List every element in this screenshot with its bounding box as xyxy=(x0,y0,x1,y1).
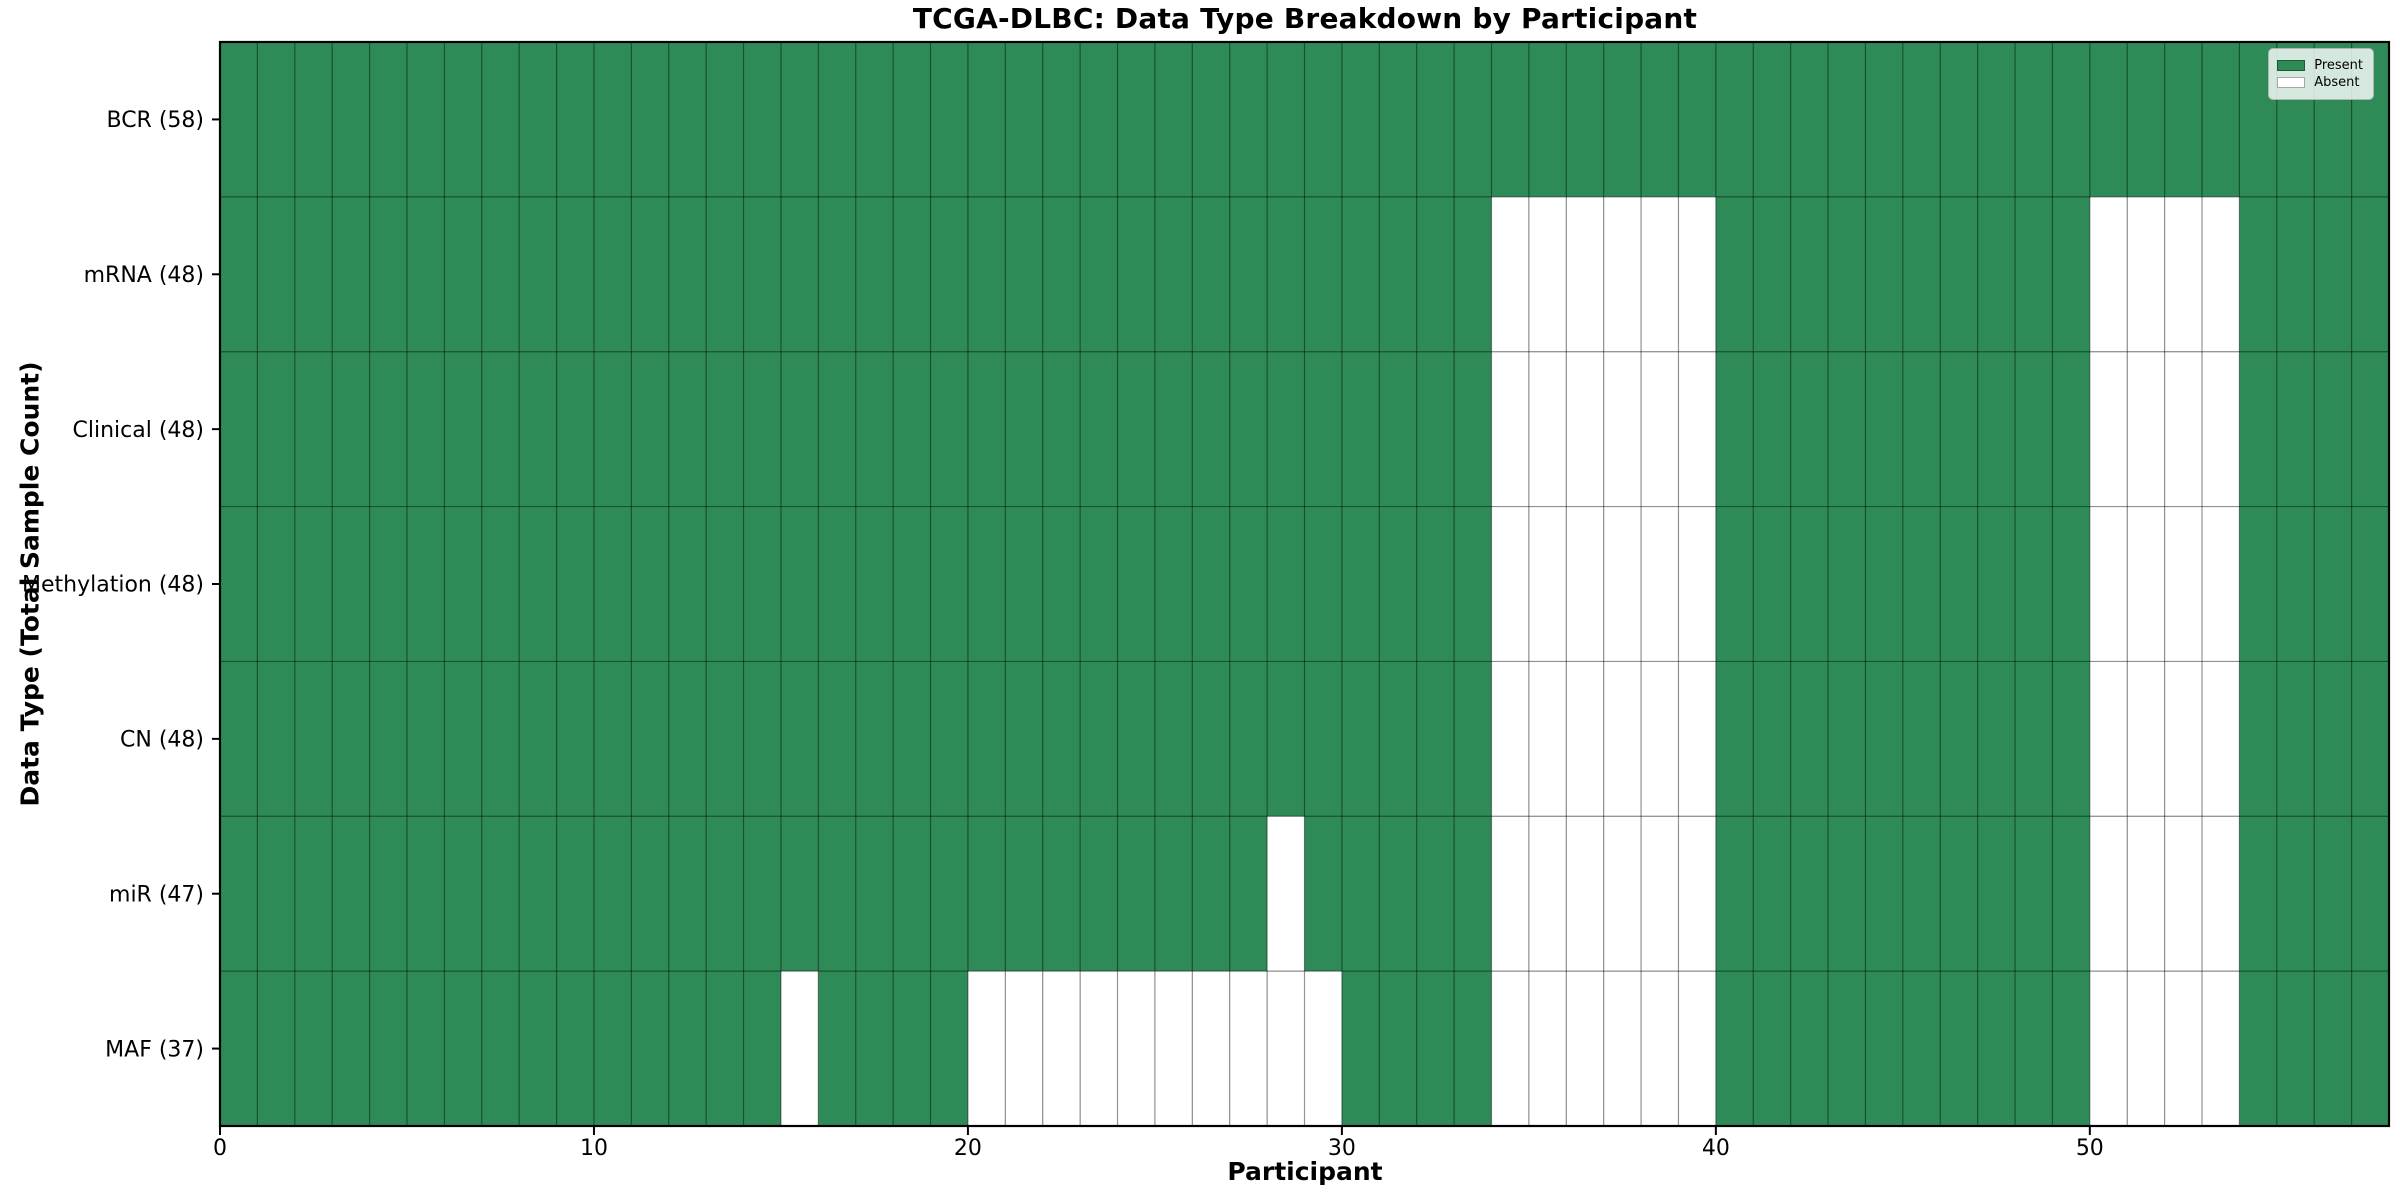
absent-cell-MAF-23 xyxy=(1080,971,1118,1126)
absent-cell-MAF-39 xyxy=(1678,971,1716,1126)
absent-cell-MAF-37 xyxy=(1603,971,1642,1126)
x-tick-label: 0 xyxy=(213,1136,227,1161)
absent-cell-miR-52 xyxy=(2164,816,2203,972)
legend-item-present: Present xyxy=(2277,59,2363,72)
chart-title: TCGA-DLBC: Data Type Breakdown by Partic… xyxy=(912,2,1698,35)
absent-cell-CN-51 xyxy=(2127,661,2165,817)
absent-cell-Methylation-37 xyxy=(1603,506,1642,662)
absent-cell-CN-52 xyxy=(2164,661,2203,817)
absent-cell-Methylation-52 xyxy=(2164,506,2203,662)
x-tick-label: 50 xyxy=(2076,1136,2104,1161)
y-tick-label-CN: CN (48) xyxy=(120,728,204,753)
absent-cell-MAF-52 xyxy=(2164,971,2203,1126)
absent-cell-Methylation-39 xyxy=(1678,506,1716,662)
absent-cell-mRNA-34 xyxy=(1491,196,1529,352)
absent-cell-MAF-22 xyxy=(1042,971,1081,1126)
absent-cell-Clinical-39 xyxy=(1678,351,1716,507)
legend-item-absent: Absent xyxy=(2277,76,2363,89)
x-axis-label: Participant xyxy=(1227,1157,1383,1186)
absent-cell-MAF-25 xyxy=(1154,971,1193,1126)
absent-cell-MAF-24 xyxy=(1117,971,1155,1126)
absent-cell-miR-36 xyxy=(1566,816,1604,972)
absent-cell-mRNA-53 xyxy=(2202,196,2240,352)
absent-cell-mRNA-37 xyxy=(1603,196,1642,352)
absent-cell-mRNA-39 xyxy=(1678,196,1716,352)
absent-cell-MAF-28 xyxy=(1267,971,1305,1126)
absent-cell-CN-37 xyxy=(1603,661,1642,817)
absent-cell-MAF-34 xyxy=(1491,971,1529,1126)
legend-swatch-absent xyxy=(2277,77,2306,88)
legend-swatch-present xyxy=(2277,60,2306,71)
absent-cell-CN-50 xyxy=(2089,661,2128,817)
absent-cell-Clinical-37 xyxy=(1603,351,1642,507)
absent-cell-Methylation-36 xyxy=(1566,506,1604,662)
x-tick-label: 30 xyxy=(1328,1136,1356,1161)
y-tick-label-MAF: MAF (37) xyxy=(105,1037,204,1062)
absent-cell-Clinical-36 xyxy=(1566,351,1604,507)
absent-cell-Methylation-50 xyxy=(2089,506,2128,662)
absent-cell-Clinical-35 xyxy=(1528,351,1567,507)
y-tick-label-BCR: BCR (58) xyxy=(106,108,204,133)
absent-cell-CN-35 xyxy=(1528,661,1567,817)
absent-cell-miR-39 xyxy=(1678,816,1716,972)
y-tick-label-Methylation: Methylation (48) xyxy=(22,573,204,598)
absent-cell-miR-50 xyxy=(2089,816,2128,972)
absent-cell-MAF-21 xyxy=(1005,971,1043,1126)
y-tick-label-miR: miR (47) xyxy=(109,882,204,907)
absent-cell-mRNA-51 xyxy=(2127,196,2165,352)
absent-cell-miR-34 xyxy=(1491,816,1529,972)
x-tick-label: 40 xyxy=(1702,1136,1730,1161)
absent-cell-MAF-36 xyxy=(1566,971,1604,1126)
absent-cell-miR-37 xyxy=(1603,816,1642,972)
absent-cell-Clinical-53 xyxy=(2202,351,2240,507)
absent-cell-miR-51 xyxy=(2127,816,2165,972)
absent-cell-MAF-26 xyxy=(1192,971,1230,1126)
absent-cell-mRNA-52 xyxy=(2164,196,2203,352)
absent-cell-MAF-15 xyxy=(780,971,819,1126)
legend: Present Absent xyxy=(2268,48,2374,100)
absent-cell-Methylation-34 xyxy=(1491,506,1529,662)
absent-cell-miR-38 xyxy=(1641,816,1679,972)
absent-cell-MAF-38 xyxy=(1641,971,1679,1126)
absent-cell-MAF-27 xyxy=(1229,971,1268,1126)
absent-cell-MAF-20 xyxy=(967,971,1006,1126)
absent-cell-MAF-35 xyxy=(1528,971,1567,1126)
x-tick-label: 20 xyxy=(954,1136,982,1161)
absent-cell-Methylation-53 xyxy=(2202,506,2240,662)
absent-cell-Clinical-34 xyxy=(1491,351,1529,507)
y-tick-label-mRNA: mRNA (48) xyxy=(84,263,204,288)
absent-cell-mRNA-50 xyxy=(2089,196,2128,352)
absent-cell-CN-53 xyxy=(2202,661,2240,817)
absent-cell-CN-36 xyxy=(1566,661,1604,817)
absent-cell-mRNA-36 xyxy=(1566,196,1604,352)
x-tick-label: 10 xyxy=(580,1136,608,1161)
absent-cell-mRNA-38 xyxy=(1641,196,1679,352)
absent-cell-CN-34 xyxy=(1491,661,1529,817)
plot-border xyxy=(218,40,2391,1128)
absent-cell-Methylation-38 xyxy=(1641,506,1679,662)
legend-label: Absent xyxy=(2314,75,2360,90)
absent-cell-CN-39 xyxy=(1678,661,1716,817)
y-tick-label-Clinical: Clinical (48) xyxy=(73,418,204,443)
absent-cell-Methylation-35 xyxy=(1528,506,1567,662)
absent-cell-Clinical-50 xyxy=(2089,351,2128,507)
absent-cell-CN-38 xyxy=(1641,661,1679,817)
absent-cell-Clinical-52 xyxy=(2164,351,2203,507)
absent-cell-miR-53 xyxy=(2202,816,2240,972)
absent-cell-Clinical-38 xyxy=(1641,351,1679,507)
absent-cell-MAF-53 xyxy=(2202,971,2240,1126)
absent-cell-miR-28 xyxy=(1267,816,1305,972)
absent-cell-MAF-51 xyxy=(2127,971,2165,1126)
legend-label: Present xyxy=(2314,58,2363,73)
absent-cell-Clinical-51 xyxy=(2127,351,2165,507)
absent-cell-mRNA-35 xyxy=(1528,196,1567,352)
absent-cell-miR-35 xyxy=(1528,816,1567,972)
absent-cell-Methylation-51 xyxy=(2127,506,2165,662)
absent-cell-MAF-50 xyxy=(2089,971,2128,1126)
absent-cell-MAF-29 xyxy=(1304,971,1342,1126)
